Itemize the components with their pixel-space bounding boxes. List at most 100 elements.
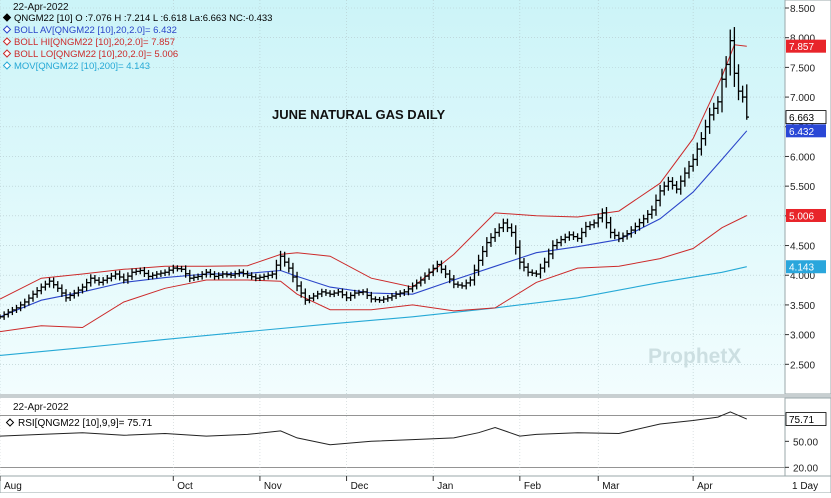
price-tag: 7.857: [786, 39, 826, 53]
legend-item: BOLL HI[QNGM22 [10],20,2.0]= 7.857: [2, 37, 175, 48]
price-bar: [311, 292, 316, 302]
legend-marker-icon: [2, 13, 12, 22]
main-pane: ProphetX 8.5008.0007.5007.0006.5006.0005…: [0, 0, 831, 395]
price-bar: [298, 281, 304, 298]
price-bar: [468, 276, 473, 287]
legend-item: QNGM22 [10] O :7.076 H :7.214 L :6.618 L…: [2, 13, 272, 24]
price-bar: [534, 270, 539, 277]
price-bar: [674, 180, 679, 194]
y-tick-label: 3.500: [790, 301, 815, 312]
price-bar: [360, 289, 366, 296]
price-bar: [587, 221, 593, 230]
price-bar: [476, 254, 481, 276]
price-bar: [228, 271, 234, 279]
svg-text:6.432: 6.432: [789, 127, 814, 138]
price-bar: [513, 225, 518, 255]
price-bar: [76, 286, 81, 297]
x-tick-label: Mar: [602, 481, 620, 492]
price-bar: [414, 279, 419, 290]
price-bar: [96, 277, 102, 286]
price-bar: [563, 233, 568, 244]
price-bar: [505, 218, 510, 233]
price-bar: [216, 272, 221, 280]
x-tick-label: Oct: [177, 481, 193, 492]
price-bar: [191, 274, 197, 282]
price-bar: [286, 257, 292, 273]
main-grid: [0, 0, 785, 394]
price-bar: [26, 294, 32, 306]
price-bar: [591, 219, 597, 229]
price-bar: [459, 282, 465, 289]
price-bar: [265, 272, 271, 280]
price-bar: [274, 259, 279, 280]
price-bar: [616, 231, 622, 243]
y-tick-label: 4.000: [790, 271, 815, 282]
rsi-y-ticks: 50.00 20.00: [785, 437, 818, 474]
price-bar: [612, 228, 617, 240]
price-bar: [307, 294, 312, 304]
price-bar: [220, 271, 225, 279]
price-bar: [389, 292, 395, 301]
price-bar: [575, 233, 580, 242]
price-bar: [129, 268, 135, 280]
svg-text:4.143: 4.143: [789, 263, 814, 274]
price-bar: [567, 231, 572, 241]
price-bar: [393, 291, 399, 300]
legend-label: BOLL HI[QNGM22 [10],20,2.0]= 7.857: [14, 37, 175, 48]
y-tick-label: 2.500: [790, 360, 815, 371]
pane-separator[interactable]: [0, 394, 831, 398]
mov-200-line: [0, 266, 747, 356]
price-bar: [47, 277, 52, 288]
legend-item: BOLL LO[QNGM22 [10],20,2.0]= 5.006: [2, 49, 178, 60]
price-bar: [319, 288, 325, 298]
price-bar: [364, 288, 370, 299]
price-bar: [84, 278, 89, 292]
price-bar: [455, 281, 461, 288]
price-bar: [109, 272, 114, 282]
rsi-date: 22-Apr-2022: [13, 402, 69, 413]
price-bar: [736, 64, 741, 101]
period-label[interactable]: 1 Day: [792, 481, 818, 492]
price-bar: [715, 96, 721, 114]
price-bar: [14, 304, 19, 314]
price-bar: [30, 290, 36, 302]
price-bar: [690, 154, 696, 172]
legend-marker-icon: [2, 25, 12, 34]
price-bar: [497, 223, 502, 237]
price-bar: [488, 233, 494, 247]
price-bar: [92, 274, 98, 284]
price-bar: [624, 230, 630, 240]
x-tick-label: Aug: [4, 481, 22, 492]
price-bar: [6, 308, 11, 318]
price-bar: [422, 272, 428, 284]
chart-date: 22-Apr-2022: [13, 2, 69, 13]
price-bar: [224, 271, 230, 278]
price-bar: [175, 265, 180, 272]
price-tag: 6.432: [786, 124, 826, 138]
price-bar: [703, 119, 708, 146]
price-bar: [278, 250, 283, 271]
price-bar: [336, 288, 341, 296]
price-bar: [0, 314, 3, 320]
price-bar: [303, 288, 308, 305]
price-bar: [517, 240, 523, 270]
price-bar: [232, 270, 238, 279]
rsi-value-tag: 75.71: [785, 412, 827, 426]
svg-text:7.857: 7.857: [789, 42, 814, 53]
rsi-series-group: [0, 411, 747, 446]
price-bar: [245, 270, 250, 279]
legend-label: BOLL AV[QNGM22 [10],20,2.0]= 6.432: [14, 25, 177, 36]
rsi-value-axis: [784, 397, 831, 477]
price-bar: [344, 291, 349, 302]
rsi-grid: [0, 398, 785, 476]
price-bar: [125, 272, 131, 284]
svg-text:75.71: 75.71: [789, 415, 814, 426]
y-tick-label: 6.000: [790, 152, 815, 163]
price-bar: [138, 267, 143, 275]
price-bar: [418, 276, 424, 287]
price-bar: [257, 274, 263, 282]
price-bar: [596, 213, 601, 228]
main-plot-background: [0, 0, 785, 394]
legend-item: BOLL AV[QNGM22 [10],20,2.0]= 6.432: [2, 25, 177, 36]
price-bar: [204, 269, 209, 278]
